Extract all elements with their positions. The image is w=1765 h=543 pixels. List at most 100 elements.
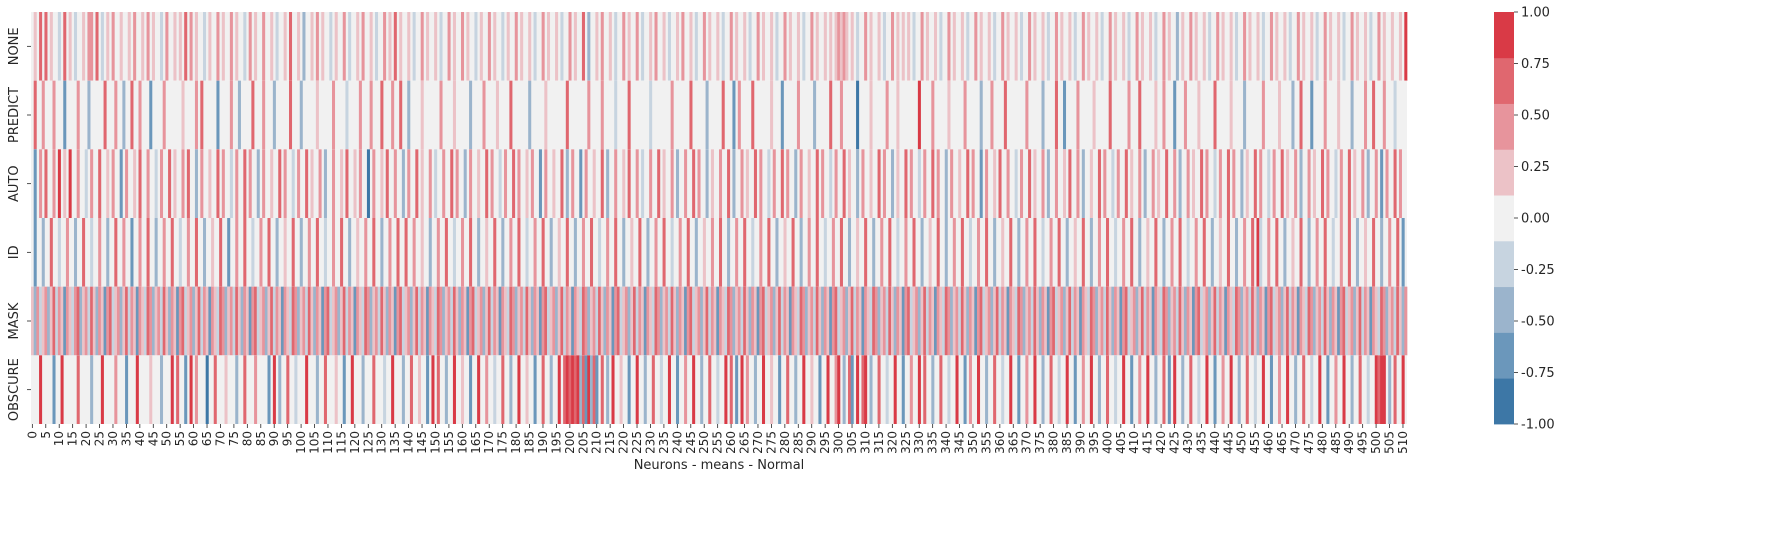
heatmap-cell [138,149,142,218]
heatmap-cell [600,12,604,81]
heatmap-cell [65,218,69,287]
heatmap-cell [1001,355,1005,424]
heatmap-cell [1259,286,1263,356]
heatmap-cell [1127,80,1131,150]
x-tick-label: 410 [1127,431,1141,454]
heatmap-cell [530,286,534,356]
heatmap-cell [676,12,680,81]
heatmap-cell [1033,12,1037,81]
heatmap-cell [275,12,279,81]
heatmap-cell [1049,286,1053,356]
heatmap-cell [1208,286,1212,356]
heatmap-cell [595,286,599,356]
heatmap-cell [176,286,180,356]
heatmap-cell [1130,355,1134,424]
heatmap-cell [1041,12,1045,81]
heatmap-cell [482,286,486,356]
heatmap-cell [315,218,319,287]
heatmap-cell [248,286,252,356]
heatmap-cell [611,286,615,356]
heatmap-cell [375,12,379,81]
heatmap-cell [1221,355,1225,424]
heatmap-cell [404,218,408,287]
heatmap-cell [799,286,803,356]
heatmap-cell [716,355,720,424]
heatmap-cell [162,80,166,150]
heatmap-cell [584,286,588,356]
heatmap-cell [1355,218,1359,287]
heatmap-cell [1218,149,1222,218]
heatmap-cell [850,286,854,356]
heatmap-cell [323,218,327,287]
heatmap-cell [315,80,319,150]
heatmap-cell [493,218,497,287]
heatmap-cell [643,355,647,424]
heatmap-cell [960,12,964,81]
heatmap-cell [1111,286,1115,356]
heatmap-cell [1304,286,1308,356]
heatmap-cell [1025,80,1029,150]
heatmap-cell [1192,149,1196,218]
heatmap-cell [1226,218,1230,287]
heatmap-cell [1353,286,1357,356]
heatmap-cell [1033,286,1037,356]
heatmap-cell [305,355,309,424]
heatmap-cell [735,355,739,424]
heatmap-cell [888,286,892,356]
heatmap-cell [947,286,951,356]
heatmap-cell [606,355,610,424]
heatmap-cell [114,286,118,356]
heatmap-cell [1103,286,1107,356]
heatmap-cell [880,218,884,287]
heatmap-cell [63,80,67,150]
heatmap-cell [710,218,714,287]
heatmap-cell [358,80,362,150]
heatmap-cell [426,12,430,81]
heatmap-cell [1213,80,1217,150]
heatmap-cell [1130,286,1134,356]
heatmap-cell [1122,12,1126,81]
heatmap-cell [544,286,548,356]
heatmap-cell [799,149,803,218]
heatmap-cell [802,355,806,424]
x-tick-label: 30 [106,431,120,446]
heatmap-cell [842,286,846,356]
heatmap-cell [1138,149,1142,218]
heatmap-cell [208,12,212,81]
heatmap-cell [1213,355,1217,424]
heatmap-cell [665,286,669,356]
heatmap-cell [283,149,287,218]
heatmap-cell [745,355,749,424]
heatmap-cell [39,149,43,218]
heatmap-cell [630,286,634,356]
heatmap-cell [246,286,250,356]
colorbar-tick-label: 0.25 [1521,160,1550,175]
heatmap-cell [708,355,712,424]
heatmap-cell [1135,12,1139,81]
heatmap-cell [444,286,448,356]
heatmap-cell [837,355,841,424]
heatmap-cell [79,286,83,356]
heatmap-cell [221,286,225,356]
heatmap-cell [358,149,362,218]
heatmap-cell [1006,286,1010,356]
heatmap-cell [1143,149,1147,218]
heatmap-cell [869,355,873,424]
heatmap-cell [772,286,776,356]
heatmap-cell [856,149,860,218]
x-tick-label: 210 [590,431,604,454]
heatmap-cell [1272,149,1276,218]
heatmap-cell [896,286,900,356]
heatmap-cell [783,218,787,287]
heatmap-cell [1374,355,1378,424]
heatmap-cell [1181,355,1185,424]
heatmap-cell [33,12,37,81]
colorbar-segment [1494,103,1514,150]
heatmap-cell [960,218,964,287]
heatmap-cell [619,286,623,356]
heatmap-cell [361,286,365,356]
heatmap-cell [1350,12,1354,81]
heatmap-cell [882,12,886,81]
heatmap-cell [407,149,411,218]
heatmap-cell [160,355,164,424]
